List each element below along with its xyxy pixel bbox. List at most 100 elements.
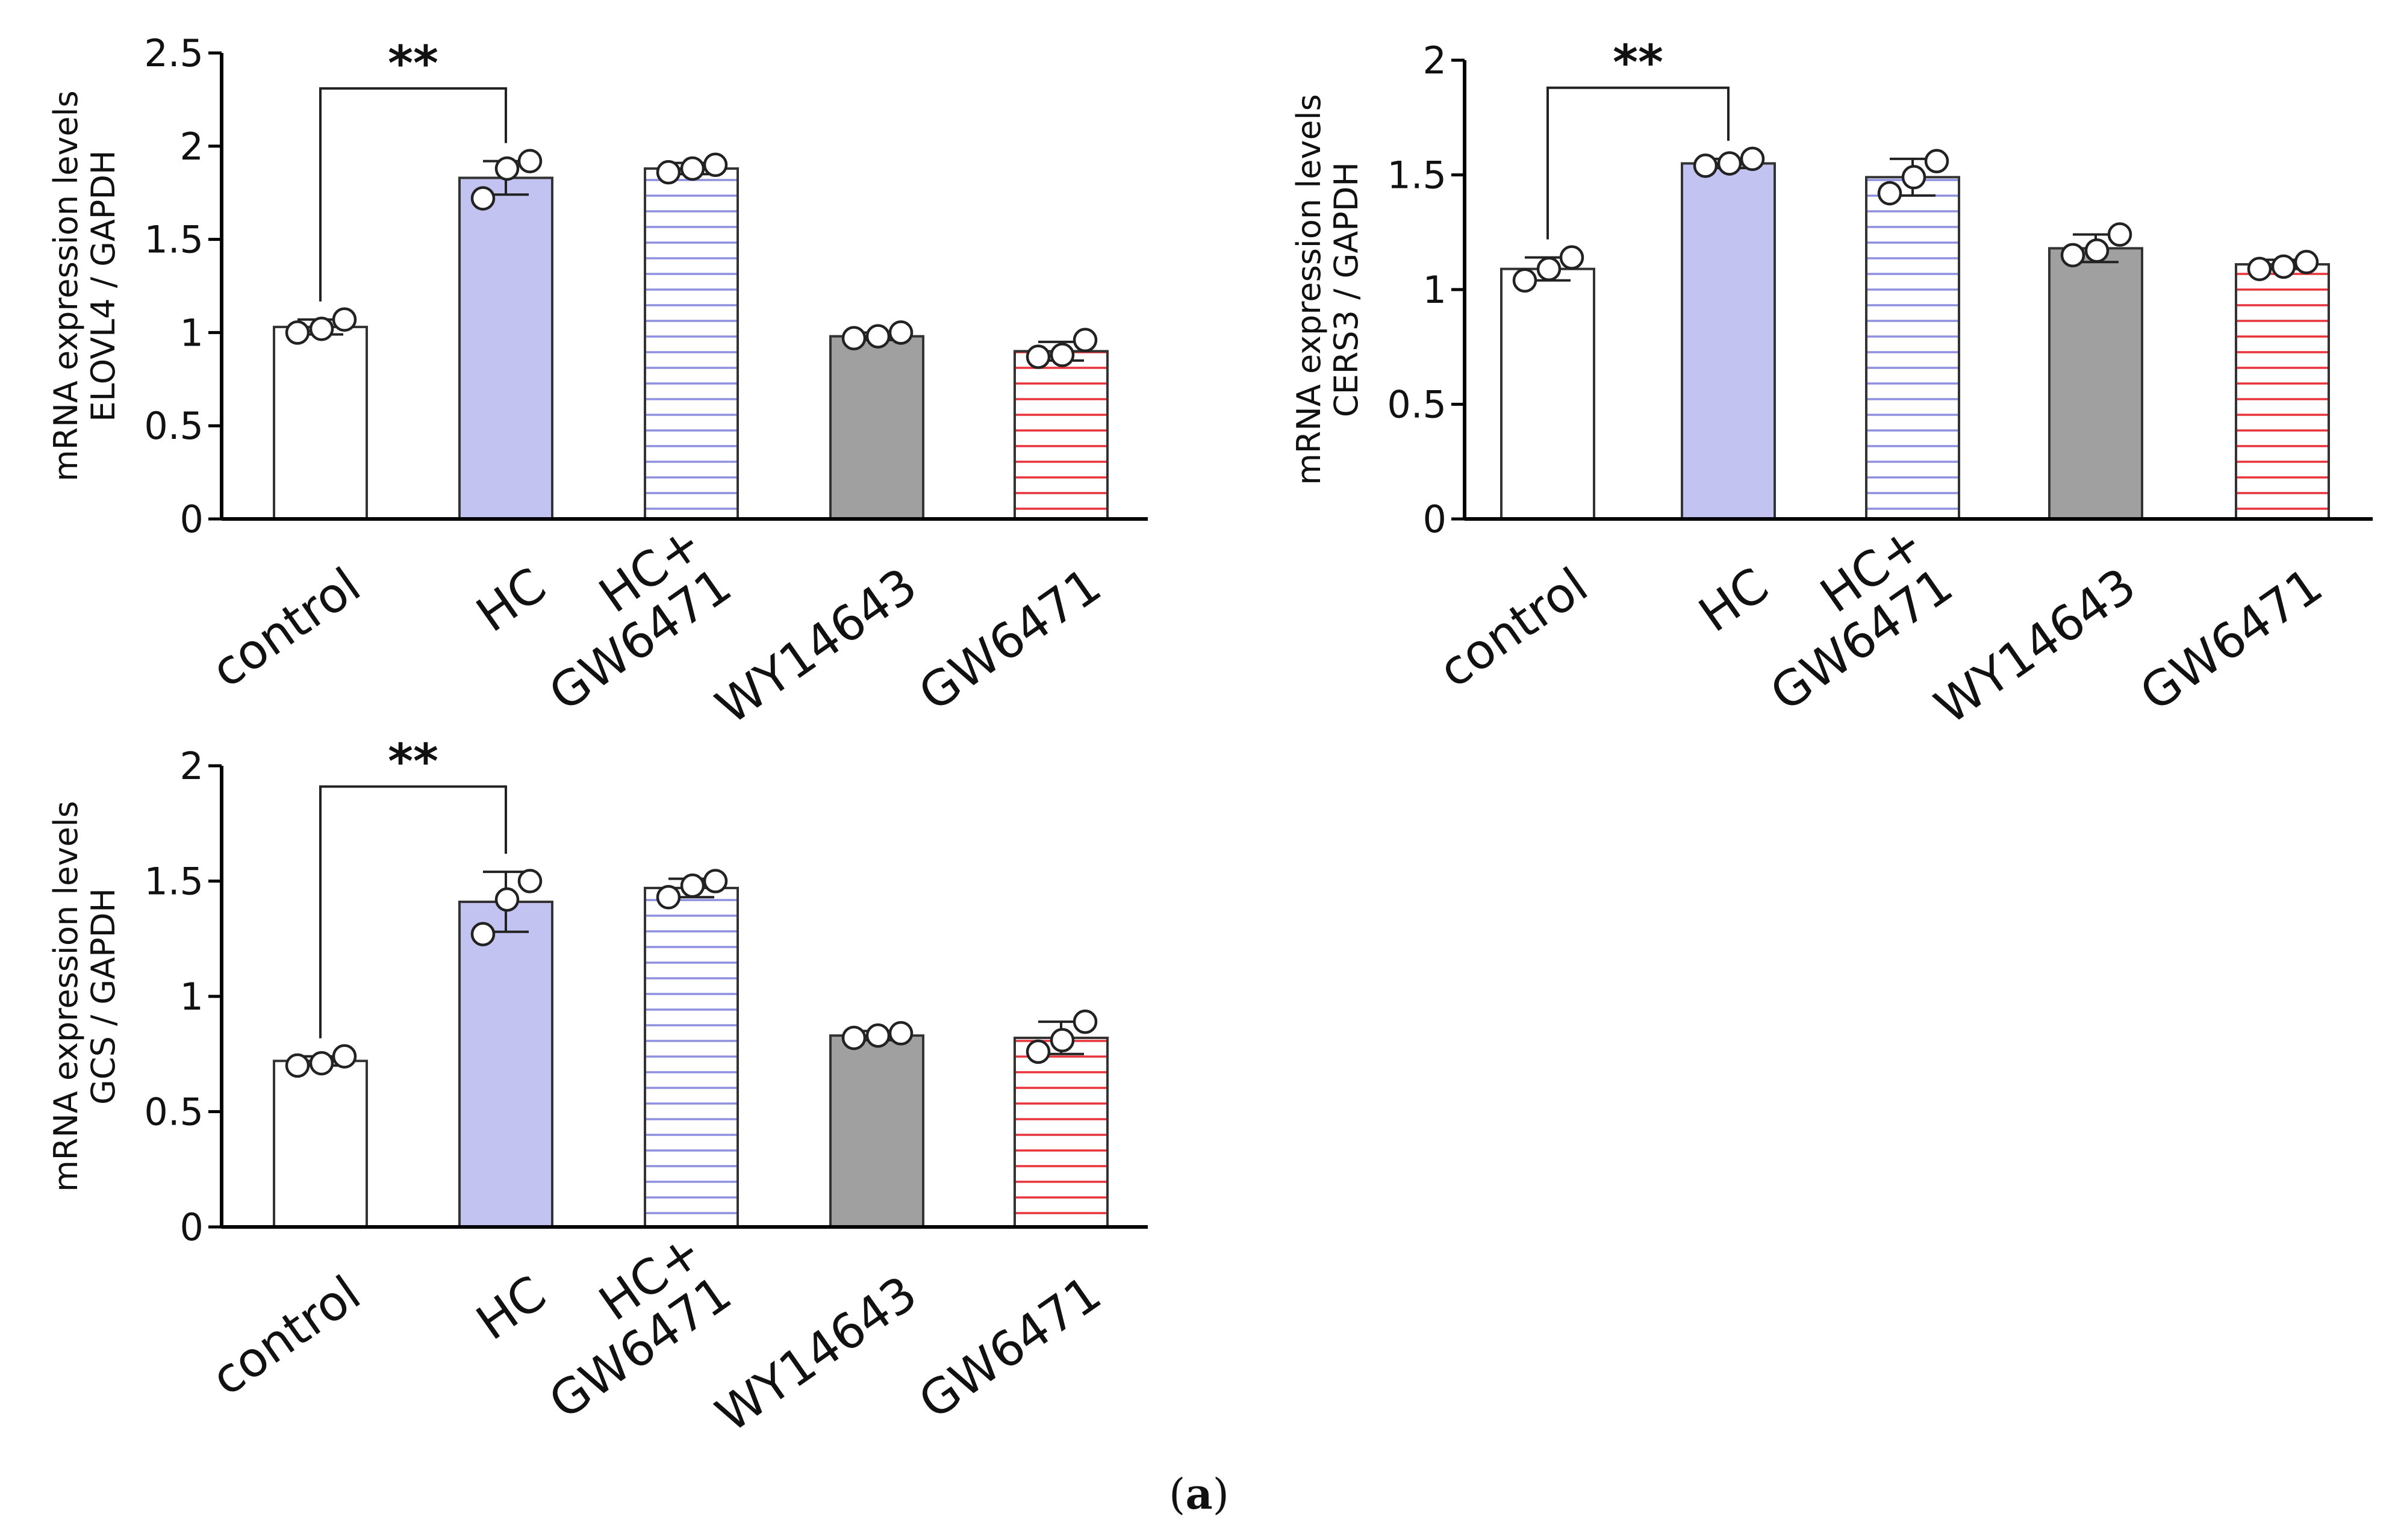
y-axis-title: mRNA expression levels GCS / GAPDH bbox=[47, 801, 122, 1192]
y-axis-title-line: mRNA expression levels bbox=[1290, 94, 1328, 485]
bar-hcplus-gw6471 bbox=[1865, 176, 1960, 520]
caption-letter: a bbox=[1185, 1469, 1213, 1519]
significance-bracket bbox=[1546, 86, 1730, 240]
data-point bbox=[2084, 238, 2110, 263]
y-tick-label: 1 bbox=[180, 311, 204, 355]
data-point bbox=[841, 1025, 867, 1051]
data-point bbox=[703, 152, 728, 178]
y-axis-title-line: GCS / GAPDH bbox=[84, 888, 122, 1105]
y-tick-label: 1.5 bbox=[1387, 154, 1447, 197]
chart-gcs: 0 0.5 1 1.5 2 mRNA expression levels GCS / GAP… bbox=[47, 733, 1148, 1443]
bar-hc bbox=[458, 176, 553, 520]
category-label: WY14643 bbox=[1925, 557, 2146, 735]
data-point bbox=[1740, 146, 1765, 172]
bar-hcplus-gw6471 bbox=[644, 167, 739, 520]
significance-bracket bbox=[319, 785, 507, 1039]
bar-control bbox=[273, 326, 368, 520]
category-label-line: HC bbox=[467, 1265, 556, 1351]
data-point bbox=[517, 869, 543, 893]
data-point bbox=[1073, 1009, 1098, 1034]
y-tick-label: 0 bbox=[1423, 497, 1447, 541]
category-label: HC bbox=[1689, 557, 1778, 643]
category-label: control bbox=[202, 557, 371, 698]
category-label: GW6471 bbox=[909, 1265, 1111, 1430]
bar-hc bbox=[1681, 162, 1776, 520]
data-point bbox=[2107, 222, 2132, 247]
data-point bbox=[656, 160, 681, 185]
data-point bbox=[309, 316, 334, 341]
caption-close: ) bbox=[1212, 1470, 1229, 1519]
y-tick-label: 0.5 bbox=[1387, 383, 1447, 427]
data-point bbox=[1901, 165, 1926, 190]
category-label-line: control bbox=[202, 1265, 371, 1406]
data-point bbox=[517, 149, 543, 173]
y-axis-title: mRNA expression levels CERS3 / GAPDH bbox=[1290, 94, 1365, 485]
data-point bbox=[1512, 268, 1537, 293]
chart-cers3: 0 0.5 1 1.5 2 mRNA expression levels CERS3 / G… bbox=[1290, 35, 2373, 735]
category-label-line: HC bbox=[467, 557, 556, 643]
y-tick-label: 2.5 bbox=[144, 31, 204, 75]
data-point bbox=[1050, 1028, 1075, 1053]
data-point bbox=[1073, 328, 1098, 353]
bar-hc bbox=[458, 900, 553, 1228]
y-tick-label: 0 bbox=[180, 1205, 204, 1249]
panel-caption: (a) bbox=[0, 1469, 2398, 1519]
y-tick-label: 0.5 bbox=[144, 1090, 204, 1134]
data-point bbox=[680, 156, 705, 181]
data-point bbox=[285, 1053, 310, 1078]
y-tick-label: 2 bbox=[1423, 39, 1447, 82]
significance-label: ** bbox=[388, 36, 438, 92]
category-label-line: HC bbox=[1689, 557, 1778, 643]
category-label: WY14643 bbox=[706, 1265, 927, 1443]
significance-label: ** bbox=[1613, 35, 1663, 91]
y-axis-title-line: mRNA expression levels bbox=[47, 801, 85, 1192]
category-label-line: control bbox=[1429, 557, 1598, 698]
data-point bbox=[332, 1044, 357, 1069]
data-point bbox=[494, 887, 520, 912]
y-tick-label: 1.5 bbox=[144, 860, 204, 904]
y-tick-label: 2 bbox=[180, 125, 204, 169]
data-point bbox=[1026, 1039, 1051, 1064]
data-point bbox=[865, 1023, 891, 1048]
data-point bbox=[285, 320, 310, 345]
significance-label: ** bbox=[388, 733, 438, 789]
category-label-line: GW6471 bbox=[2130, 557, 2332, 722]
y-axis-title-line: CERS3 / GAPDH bbox=[1327, 162, 1365, 417]
data-point bbox=[1924, 149, 1949, 173]
y-axis-title-line: mRNA expression levels bbox=[47, 90, 85, 482]
y-tick-label: 1 bbox=[180, 975, 204, 1019]
data-point bbox=[656, 885, 681, 910]
bar-control bbox=[1500, 267, 1595, 520]
data-point bbox=[2294, 250, 2319, 275]
category-label-line: control bbox=[202, 557, 371, 698]
y-tick-label: 1 bbox=[1423, 268, 1447, 312]
data-point bbox=[494, 156, 520, 181]
y-tick-label: 0 bbox=[180, 497, 204, 541]
category-label: GW6471 bbox=[2130, 557, 2332, 722]
data-point bbox=[332, 307, 357, 332]
category-label: GW6471 bbox=[909, 557, 1111, 722]
bar-control bbox=[273, 1060, 368, 1228]
data-point bbox=[470, 922, 496, 946]
data-point bbox=[888, 1021, 914, 1046]
data-point bbox=[309, 1051, 334, 1076]
bar-wy14643 bbox=[829, 1034, 924, 1228]
data-point bbox=[703, 869, 728, 893]
category-label: HC bbox=[467, 1265, 556, 1351]
category-label-line: WY14643 bbox=[706, 1265, 927, 1443]
bar-wy14643 bbox=[829, 335, 924, 520]
data-point bbox=[680, 873, 705, 898]
y-axis-title-line: ELOVL4 / GAPDH bbox=[84, 150, 122, 421]
caption-open: ( bbox=[1169, 1470, 1186, 1519]
data-point bbox=[1877, 181, 1902, 206]
y-tick-label: 1.5 bbox=[144, 218, 204, 262]
data-point bbox=[2271, 254, 2296, 279]
data-point bbox=[1717, 151, 1742, 176]
data-point bbox=[1050, 343, 1075, 367]
data-point bbox=[841, 326, 867, 350]
category-label: control bbox=[202, 1265, 371, 1406]
category-label: WY14643 bbox=[706, 557, 927, 735]
y-tick-label: 2 bbox=[180, 744, 204, 788]
bar-wy14643 bbox=[2048, 247, 2143, 520]
